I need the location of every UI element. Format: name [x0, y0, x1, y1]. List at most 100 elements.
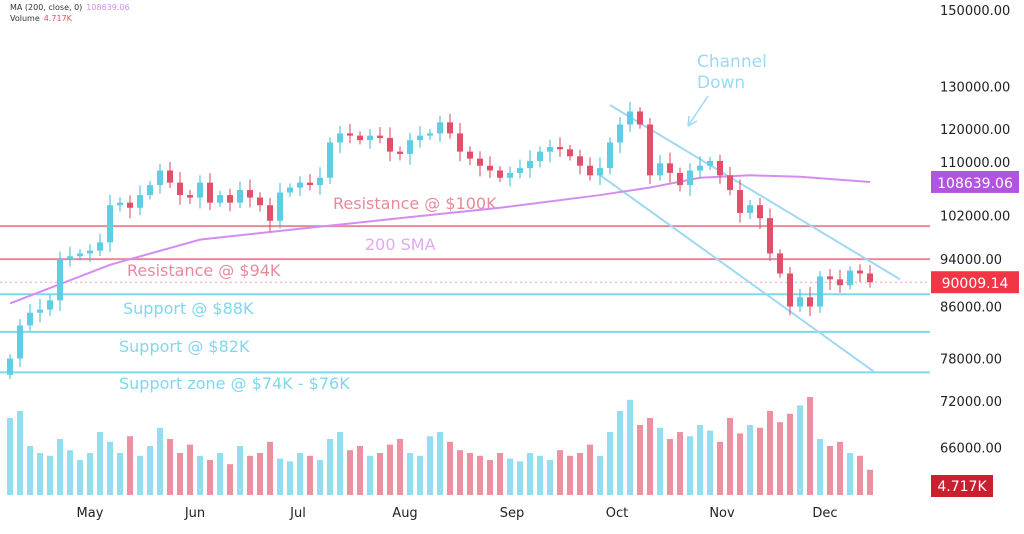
candle-body	[787, 273, 793, 307]
candle	[77, 249, 83, 261]
y-tick-label: 66000.00	[940, 442, 1002, 457]
volume-bar	[407, 453, 413, 495]
candle-body	[847, 270, 853, 286]
candle	[347, 123, 353, 144]
candle	[337, 125, 343, 154]
candle-body	[437, 122, 443, 134]
candle-body	[557, 147, 563, 150]
volume-bar	[417, 455, 423, 495]
volume-bar	[217, 453, 223, 495]
volume-bar	[147, 446, 153, 495]
candle	[647, 118, 653, 184]
candle-body	[387, 137, 393, 152]
candle	[827, 268, 833, 291]
candle	[117, 197, 123, 212]
candle	[197, 175, 203, 209]
candle-body	[427, 133, 433, 136]
volume-bar	[527, 453, 533, 495]
candle	[537, 146, 543, 168]
volume-bar	[717, 441, 723, 495]
candle	[837, 269, 843, 293]
volume-bar	[137, 455, 143, 495]
price-tag	[931, 170, 1019, 193]
channel-label: Down	[697, 73, 745, 93]
volume-bar	[567, 455, 573, 495]
volume-bar	[17, 411, 23, 495]
candle-body	[57, 259, 63, 301]
candle-body	[597, 168, 603, 176]
candle-body	[357, 135, 363, 141]
candle	[207, 173, 213, 211]
volume-bar	[397, 439, 403, 495]
candle-body	[337, 133, 343, 143]
ma-legend-label: MA (200, close, 0)	[10, 3, 83, 12]
candle	[247, 179, 253, 208]
candle	[597, 157, 603, 185]
candle	[107, 194, 113, 253]
candle	[607, 137, 613, 175]
candle-body	[157, 170, 163, 186]
candle-body	[647, 124, 653, 176]
price-tag-label: 108639.06	[937, 176, 1013, 192]
candle-body	[27, 312, 33, 326]
candle	[47, 295, 53, 317]
candle-body	[377, 135, 383, 138]
candle	[817, 271, 823, 313]
candle	[627, 101, 633, 133]
ma-legend-value: 108639.06	[86, 3, 130, 12]
y-tick-label: 102000.00	[940, 210, 1010, 225]
volume-bar	[237, 446, 243, 495]
candle-body	[527, 160, 533, 169]
volume-tag	[931, 475, 993, 497]
candle-body	[837, 279, 843, 286]
volume-bar	[827, 446, 833, 495]
candle	[327, 137, 333, 185]
candle	[17, 319, 23, 368]
x-tick-label-jul: Jul	[289, 506, 306, 521]
x-tick-label-aug: Aug	[392, 506, 417, 521]
volume-bar	[57, 439, 63, 495]
volume-bar	[67, 450, 73, 495]
candle	[287, 183, 293, 197]
volume-legend-label: Volume	[10, 14, 40, 23]
volume-bar	[277, 458, 283, 495]
y-tick-label: 86000.00	[940, 301, 1002, 316]
candle-body	[417, 135, 423, 141]
y-tick-label: 130000.00	[940, 80, 1010, 95]
candle-body	[687, 170, 693, 186]
volume-bar	[267, 441, 273, 495]
volume-bar	[227, 464, 233, 495]
candle-body	[327, 142, 333, 178]
volume-bar	[27, 446, 33, 495]
candle	[547, 139, 553, 163]
candle-body	[627, 111, 633, 125]
candle	[517, 159, 523, 179]
candle	[697, 156, 703, 179]
candle	[147, 180, 153, 200]
candle-body	[657, 163, 663, 176]
candle	[857, 264, 863, 283]
candle	[87, 244, 93, 263]
candle	[707, 156, 713, 170]
candle-body	[287, 187, 293, 193]
volume-bar	[867, 469, 873, 495]
level-label: Support zone @ $74K - $76K	[119, 374, 350, 393]
candle	[377, 127, 383, 144]
volume-bar	[837, 441, 843, 495]
candle	[427, 129, 433, 140]
volume-bar	[787, 413, 793, 495]
candle-body	[227, 195, 233, 203]
candle-body	[537, 151, 543, 161]
candle	[587, 157, 593, 181]
volume-bar	[547, 460, 553, 495]
level-label: Support @ $88K	[123, 299, 254, 318]
candle-body	[247, 190, 253, 198]
volume-bar	[817, 439, 823, 495]
candle-body	[577, 156, 583, 166]
volume-bar	[97, 432, 103, 495]
candle	[717, 154, 723, 184]
volume-bar	[157, 427, 163, 495]
volume-bar	[627, 399, 633, 495]
